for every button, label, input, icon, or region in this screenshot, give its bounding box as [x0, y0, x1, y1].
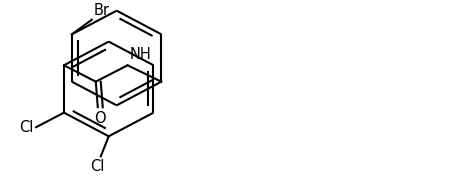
Text: Br: Br [94, 3, 110, 18]
Text: Cl: Cl [91, 159, 105, 174]
Text: NH: NH [130, 47, 151, 62]
Text: Cl: Cl [19, 120, 33, 135]
Text: O: O [94, 111, 105, 126]
